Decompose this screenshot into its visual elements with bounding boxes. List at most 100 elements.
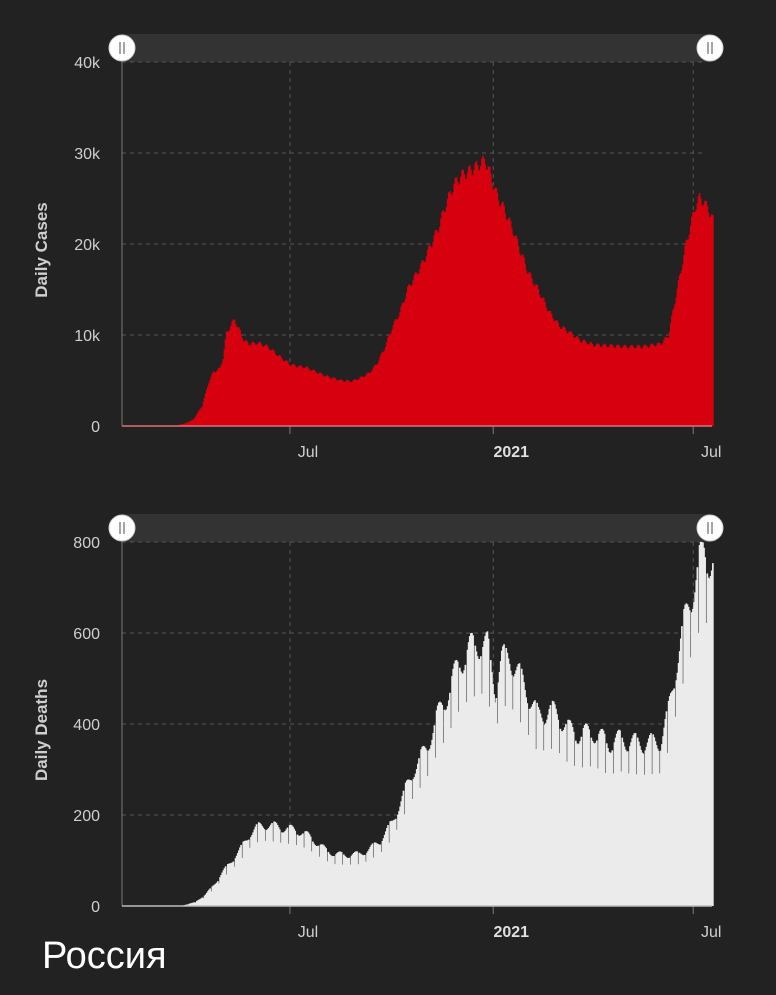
cases-bar	[668, 331, 671, 426]
deaths-bar	[463, 670, 466, 906]
deaths-bar	[228, 863, 230, 906]
cases-bar	[702, 207, 704, 426]
cases-bar	[223, 349, 226, 426]
deaths-bar	[529, 708, 532, 906]
deaths-navigator-handle-right[interactable]	[696, 514, 724, 542]
deaths-bar	[537, 707, 540, 906]
deaths-bar	[707, 577, 710, 906]
cases-bar	[453, 183, 456, 426]
deaths-bar	[239, 847, 241, 906]
cases-bar	[512, 234, 514, 426]
deaths-bar	[677, 662, 680, 906]
deaths-bar	[557, 719, 560, 906]
deaths-bar	[399, 806, 402, 906]
deaths-bar	[422, 745, 425, 906]
deaths-bar	[474, 645, 477, 906]
deaths-bar	[479, 656, 482, 906]
cases-bar	[192, 419, 195, 426]
deaths-bar	[226, 864, 229, 906]
deaths-bar	[331, 856, 334, 906]
cases-bar	[436, 232, 439, 426]
deaths-bar	[215, 882, 218, 906]
cases-bar	[270, 350, 272, 426]
cases-bar	[613, 348, 616, 426]
cases-bar	[315, 372, 318, 426]
deaths-bar	[483, 641, 485, 906]
cases-bar	[230, 325, 232, 426]
cases-bar	[623, 344, 626, 426]
cases-bar	[423, 262, 426, 426]
cases-bar	[306, 366, 309, 426]
deaths-bar	[603, 733, 606, 906]
deaths-bar	[453, 663, 456, 906]
deaths-bar	[192, 902, 195, 906]
deaths-bar	[223, 868, 226, 906]
cases-bar	[463, 174, 466, 426]
deaths-navigator-track[interactable]	[122, 514, 710, 542]
handle-grip-icon[interactable]	[108, 34, 136, 62]
cases-bar	[604, 344, 607, 426]
cases-bar	[631, 345, 634, 426]
cases-bar	[428, 245, 430, 426]
cases-bar	[579, 342, 582, 426]
cases-bar	[424, 261, 427, 426]
handle-grip-icon[interactable]	[696, 514, 724, 542]
deaths-bar	[668, 696, 671, 906]
cases-bar	[401, 303, 404, 426]
deaths-bar	[640, 749, 642, 906]
deaths-bar	[654, 741, 657, 906]
cases-bar	[389, 334, 392, 426]
cases-bar	[464, 179, 467, 426]
cases-bar	[578, 339, 581, 426]
deaths-bar	[334, 864, 336, 906]
deaths-bar	[460, 671, 462, 906]
deaths-y-tick-label: 0	[91, 899, 100, 916]
deaths-bar	[623, 746, 626, 906]
deaths-bar	[698, 544, 701, 906]
deaths-bar	[278, 829, 281, 906]
deaths-bar	[620, 771, 622, 906]
cases-bar	[491, 183, 493, 426]
deaths-navigator-handle-left[interactable]	[108, 514, 136, 542]
deaths-bar	[423, 746, 426, 906]
deaths-bar	[339, 851, 342, 906]
cases-bar	[568, 331, 571, 426]
cases-bar	[470, 169, 472, 426]
cases-bar	[466, 172, 469, 426]
cases-bar	[255, 345, 258, 426]
deaths-bar	[371, 843, 374, 906]
cases-bar	[267, 348, 270, 426]
cases-bar	[381, 352, 384, 426]
cases-bar	[663, 339, 666, 426]
cases-bar	[447, 192, 450, 426]
cases-bar	[409, 285, 411, 426]
deaths-bar	[241, 857, 244, 906]
cases-bar	[706, 206, 709, 426]
deaths-bar	[689, 657, 692, 906]
cases-bar	[465, 178, 468, 426]
cases-bar	[240, 334, 242, 426]
cases-bar	[422, 260, 425, 426]
deaths-bar	[514, 673, 516, 906]
cases-bar	[366, 373, 368, 426]
deaths-bar	[214, 883, 217, 906]
cases-navigator-handle-left[interactable]	[108, 34, 136, 62]
deaths-bar	[253, 829, 256, 906]
cases-bar	[540, 298, 543, 426]
handle-grip-icon[interactable]	[696, 34, 724, 62]
handle-grip-icon[interactable]	[108, 514, 136, 542]
deaths-bar	[683, 609, 685, 906]
cases-bar	[523, 257, 525, 426]
cases-navigator-handle-right[interactable]	[696, 34, 724, 62]
deaths-bar	[191, 902, 194, 906]
cases-bar	[654, 346, 657, 426]
cases-bar	[551, 317, 554, 426]
cases-bar	[509, 221, 512, 426]
cases-bar	[534, 285, 536, 426]
cases-navigator-track[interactable]	[122, 34, 710, 62]
deaths-bar	[567, 719, 569, 906]
deaths-bar	[359, 853, 362, 906]
cases-bar	[474, 163, 477, 426]
cases-bar	[517, 246, 520, 426]
deaths-bar	[261, 825, 263, 906]
